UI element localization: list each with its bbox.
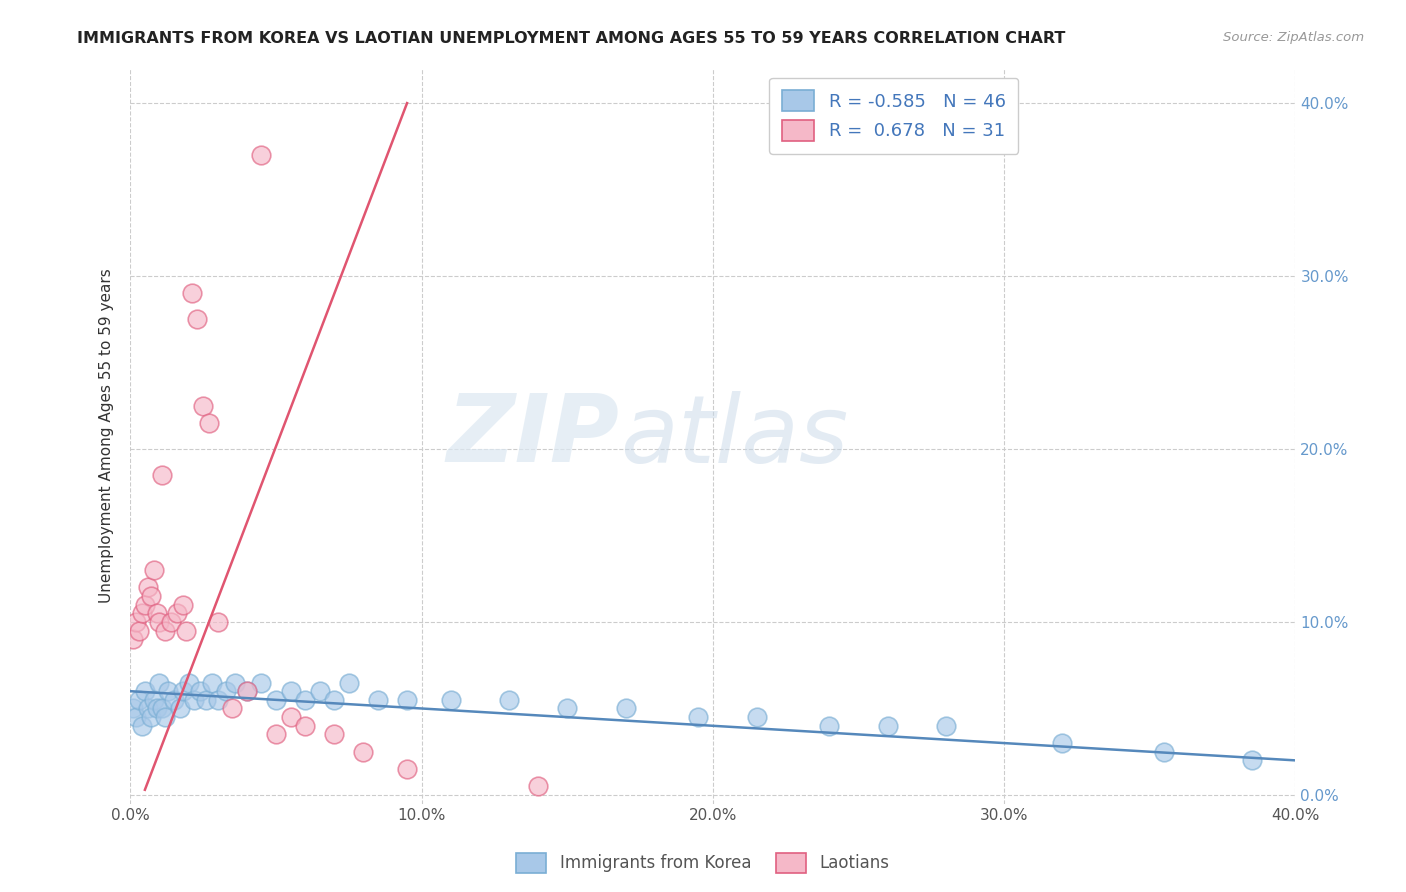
Point — [337, 675, 360, 690]
Point — [131, 719, 153, 733]
Point — [221, 701, 243, 715]
Point — [294, 719, 316, 733]
Point — [207, 615, 229, 629]
Point — [935, 719, 957, 733]
Legend: R = -0.585   N = 46, R =  0.678   N = 31: R = -0.585 N = 46, R = 0.678 N = 31 — [769, 78, 1018, 153]
Point — [294, 693, 316, 707]
Point — [142, 563, 165, 577]
Point — [122, 632, 145, 647]
Point — [555, 701, 578, 715]
Point — [172, 598, 194, 612]
Point — [169, 701, 191, 715]
Point — [186, 312, 208, 326]
Point — [236, 684, 259, 698]
Point — [172, 684, 194, 698]
Point — [198, 416, 221, 430]
Text: atlas: atlas — [620, 391, 848, 482]
Point — [188, 684, 211, 698]
Point — [125, 710, 148, 724]
Point — [150, 467, 173, 482]
Point — [145, 701, 167, 715]
Point — [280, 684, 302, 698]
Point — [215, 684, 238, 698]
Point — [818, 719, 841, 733]
Point — [183, 693, 205, 707]
Point — [396, 693, 419, 707]
Point — [250, 675, 273, 690]
Y-axis label: Unemployment Among Ages 55 to 59 years: Unemployment Among Ages 55 to 59 years — [100, 268, 114, 604]
Point — [498, 693, 520, 707]
Point — [142, 693, 165, 707]
Point — [163, 693, 186, 707]
Point — [250, 148, 273, 162]
Point — [155, 624, 177, 638]
Point — [125, 615, 148, 629]
Point — [195, 693, 218, 707]
Point — [150, 701, 173, 715]
Text: ZIP: ZIP — [447, 390, 620, 482]
Point — [264, 727, 287, 741]
Point — [155, 710, 177, 724]
Point — [128, 624, 150, 638]
Point — [191, 399, 214, 413]
Point — [139, 589, 162, 603]
Point — [134, 684, 156, 698]
Point — [323, 727, 346, 741]
Point — [308, 684, 330, 698]
Point — [180, 286, 202, 301]
Point — [264, 693, 287, 707]
Point — [177, 675, 200, 690]
Point — [352, 745, 374, 759]
Point — [148, 615, 170, 629]
Point — [323, 693, 346, 707]
Point — [280, 710, 302, 724]
Point — [157, 684, 180, 698]
Point — [207, 693, 229, 707]
Point — [688, 710, 710, 724]
Point — [236, 684, 259, 698]
Point — [614, 701, 637, 715]
Point — [1052, 736, 1074, 750]
Point — [527, 780, 550, 794]
Point — [134, 598, 156, 612]
Point — [136, 701, 159, 715]
Point — [367, 693, 389, 707]
Point — [876, 719, 898, 733]
Point — [139, 710, 162, 724]
Point — [148, 675, 170, 690]
Point — [128, 693, 150, 707]
Point — [122, 701, 145, 715]
Legend: Immigrants from Korea, Laotians: Immigrants from Korea, Laotians — [510, 847, 896, 880]
Point — [224, 675, 246, 690]
Point — [1240, 753, 1263, 767]
Point — [145, 607, 167, 621]
Point — [136, 581, 159, 595]
Point — [396, 762, 419, 776]
Text: IMMIGRANTS FROM KOREA VS LAOTIAN UNEMPLOYMENT AMONG AGES 55 TO 59 YEARS CORRELAT: IMMIGRANTS FROM KOREA VS LAOTIAN UNEMPLO… — [77, 31, 1066, 46]
Point — [174, 624, 197, 638]
Point — [131, 607, 153, 621]
Point — [1153, 745, 1175, 759]
Point — [440, 693, 463, 707]
Point — [166, 607, 188, 621]
Point — [201, 675, 224, 690]
Point — [745, 710, 768, 724]
Point — [160, 615, 183, 629]
Text: Source: ZipAtlas.com: Source: ZipAtlas.com — [1223, 31, 1364, 45]
